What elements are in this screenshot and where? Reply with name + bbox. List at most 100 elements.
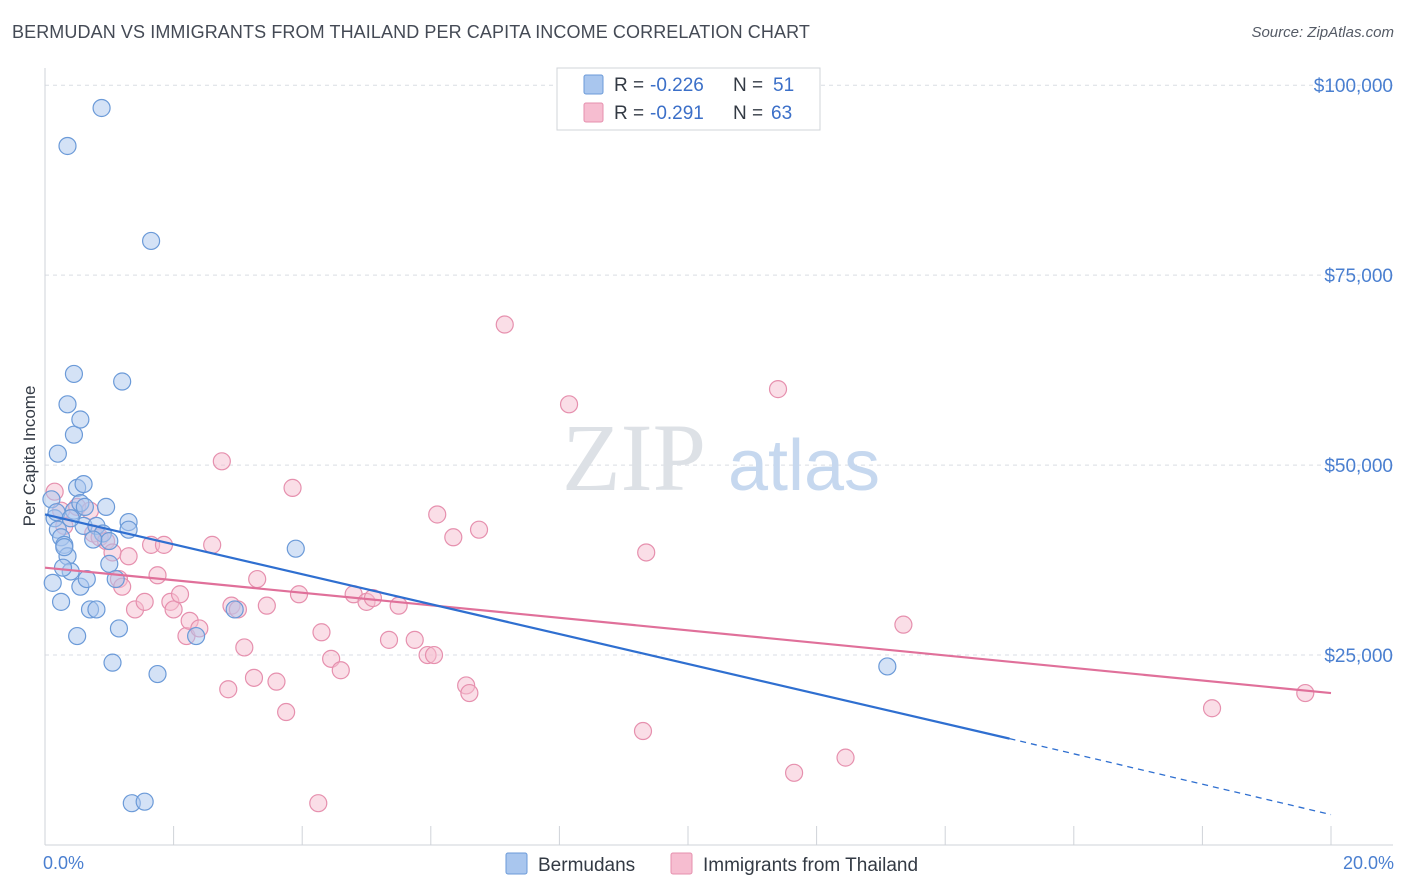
- bermudans-point-6: [51, 592, 71, 611]
- y-tick-labels: $25,000 $50,000 $75,000 $100,000: [1314, 76, 1393, 667]
- bermudans-point-28: [64, 425, 84, 444]
- bermudans-point-14: [77, 569, 96, 589]
- bermudans-point-5: [43, 573, 62, 592]
- bermudans-point-17: [87, 600, 106, 619]
- top-legend: R = -0.226 N = 51 R = -0.291 N = 63: [556, 67, 821, 131]
- thailand-point-51: [469, 520, 489, 539]
- watermark-zip: ZIP: [562, 404, 706, 511]
- thailand-point-57: [768, 380, 788, 399]
- thailand-point-56: [633, 721, 653, 741]
- thailand-point-24: [212, 452, 231, 471]
- thailand-point-42: [379, 630, 399, 649]
- trend-line-thailand: [44, 566, 1332, 695]
- legend-n-label-1: N =: [733, 75, 763, 96]
- thailand-point-52: [309, 794, 328, 813]
- y-tick-label-2: $75,000: [1324, 266, 1393, 287]
- bermudans-point-32: [64, 364, 84, 384]
- thailand-point-36: [312, 623, 331, 642]
- axes: [44, 68, 1393, 846]
- thailand-point-55: [637, 543, 656, 562]
- bermudans-point-49: [53, 558, 73, 577]
- bermudans-point-39: [187, 626, 206, 646]
- legend-swatch-thailand: [583, 102, 604, 123]
- legend-swatch-bermudans: [583, 74, 604, 95]
- thailand-point-38: [331, 661, 350, 680]
- series-thailand-points: [45, 315, 1315, 813]
- thailand-point-58: [784, 763, 804, 782]
- legend-r-value-2: -0.291: [650, 103, 704, 124]
- bermudans-point-23: [109, 619, 129, 638]
- y-tick-label-0: $25,000: [1324, 646, 1393, 667]
- thailand-point-35: [289, 585, 309, 604]
- y-tick-label-3: $100,000: [1314, 76, 1393, 97]
- bottom-legend-swatch-bermudans: [505, 852, 528, 875]
- bermudans-point-45: [55, 538, 74, 557]
- y-tick-label-1: $50,000: [1324, 456, 1393, 477]
- thailand-point-30: [248, 569, 267, 589]
- thailand-point-19: [170, 585, 190, 604]
- bermudans-point-43: [135, 792, 154, 811]
- bottom-legend-label-thailand: Immigrants from Thailand: [703, 855, 918, 876]
- legend-n-value-1: 51: [773, 75, 794, 96]
- bermudans-point-35: [92, 98, 111, 118]
- thailand-point-54: [559, 395, 579, 414]
- thailand-point-29: [244, 668, 264, 687]
- bermudans-point-41: [286, 539, 305, 558]
- bottom-legend: Bermudans Immigrants from Thailand: [505, 852, 918, 876]
- bottom-legend-swatch-thailand: [670, 852, 693, 875]
- watermark: ZIP atlas: [562, 404, 880, 511]
- y-axis-label: Per Capita Income: [20, 386, 39, 527]
- legend-r-label-1: R =: [614, 75, 644, 96]
- bermudans-point-40: [225, 600, 244, 619]
- legend-r-label-2: R =: [614, 103, 644, 124]
- bermudans-point-44: [878, 657, 897, 676]
- bermudans-point-29: [71, 410, 90, 429]
- gridlines: [45, 84, 1393, 656]
- bottom-legend-label-bermudans: Bermudans: [538, 855, 635, 876]
- thailand-point-28: [235, 638, 254, 657]
- bermudans-point-20: [100, 531, 119, 551]
- thailand-point-34: [283, 478, 302, 497]
- trend-line-bermudans-extension: [1009, 737, 1332, 816]
- thailand-point-43: [389, 596, 408, 615]
- watermark-atlas: atlas: [728, 426, 880, 506]
- bermudans-point-47: [84, 530, 103, 549]
- x-tick-labels: 0.0% 20.0%: [43, 853, 1394, 873]
- thailand-point-33: [277, 702, 296, 722]
- x-tick-label-0: 0.0%: [43, 853, 84, 873]
- thailand-point-13: [135, 592, 154, 611]
- thailand-point-25: [219, 680, 238, 699]
- bermudans-point-36: [141, 231, 161, 251]
- thailand-point-31: [257, 596, 276, 615]
- legend-r-value-1: -0.226: [650, 75, 704, 96]
- trend-line-bermudans: [44, 513, 1010, 740]
- bermudans-point-37: [103, 653, 122, 672]
- bermudans-point-38: [148, 664, 167, 684]
- thailand-point-15: [148, 566, 167, 585]
- thailand-point-50: [460, 683, 479, 703]
- bermudans-point-15: [68, 626, 87, 646]
- bermudans-point-31: [48, 444, 67, 463]
- thailand-point-46: [424, 645, 444, 665]
- series-bermudans-points: [42, 98, 897, 813]
- thailand-point-48: [444, 528, 463, 547]
- legend-n-label-2: N =: [733, 103, 763, 124]
- bermudans-point-33: [113, 372, 132, 391]
- x-tick-label-1: 20.0%: [1343, 853, 1394, 873]
- thailand-point-32: [267, 672, 286, 691]
- thailand-point-44: [405, 630, 424, 649]
- trend-lines: [44, 513, 1332, 816]
- thailand-point-60: [894, 615, 913, 634]
- bermudans-point-34: [58, 136, 77, 156]
- bermudans-point-30: [58, 395, 77, 414]
- bermudans-point-27: [74, 474, 93, 494]
- thailand-point-61: [1202, 699, 1222, 718]
- thailand-point-53: [495, 315, 514, 334]
- bermudans-point-50: [75, 497, 94, 516]
- bermudans-point-22: [100, 554, 119, 573]
- thailand-point-59: [836, 748, 855, 767]
- thailand-point-16: [154, 535, 174, 554]
- thailand-point-62: [1296, 683, 1315, 703]
- legend-n-value-2: 63: [771, 103, 792, 124]
